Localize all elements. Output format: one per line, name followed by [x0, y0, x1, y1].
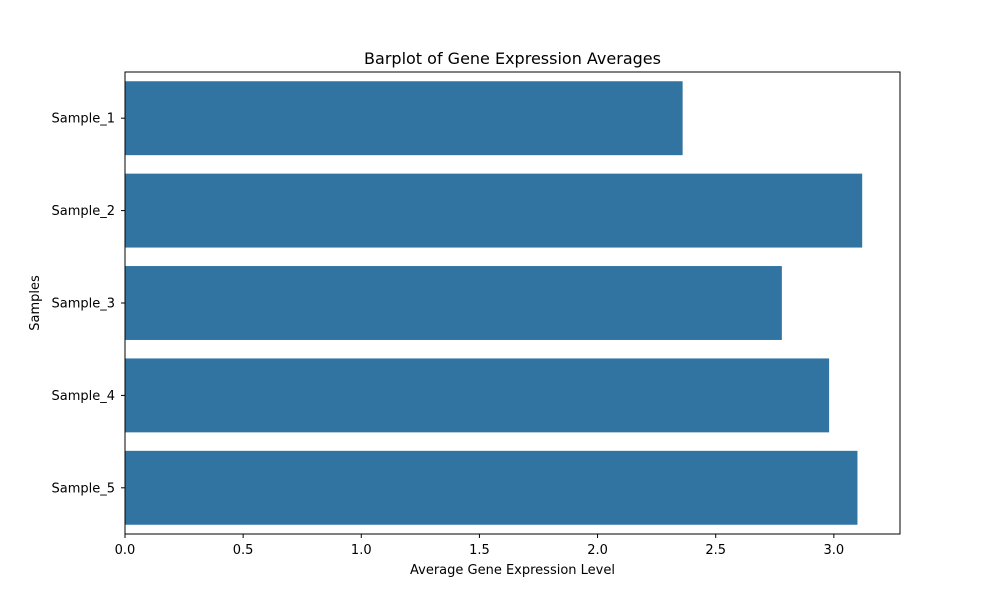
y-tick-label: Sample_1 [51, 112, 115, 127]
x-tick-label: 2.0 [587, 543, 608, 558]
y-tick-label: Sample_4 [51, 389, 115, 404]
bars-group [125, 81, 863, 525]
y-tick-label: Sample_3 [51, 297, 115, 312]
x-axis-ticks: 0.0 0.5 1.0 1.5 2.0 2.5 3.0 [115, 534, 844, 558]
x-tick-label: 3.0 [823, 543, 844, 558]
y-axis-label: Samples [28, 275, 43, 331]
chart-title: Barplot of Gene Expression Averages [364, 49, 661, 68]
x-tick-label: 1.0 [351, 543, 372, 558]
x-tick-label: 0.5 [233, 543, 254, 558]
y-tick-label: Sample_2 [51, 204, 115, 219]
bar-sample-3 [125, 266, 782, 340]
x-tick-label: 0.0 [115, 543, 136, 558]
y-tick-label: Sample_5 [51, 481, 115, 496]
y-axis-ticks: Sample_1 Sample_2 Sample_3 Sample_4 Sample_5 [51, 112, 125, 496]
x-axis-label: Average Gene Expression Level [410, 563, 615, 578]
bar-sample-2 [125, 173, 863, 248]
x-tick-label: 1.5 [469, 543, 490, 558]
bar-sample-5 [125, 450, 858, 525]
x-tick-label: 2.5 [705, 543, 726, 558]
bar-sample-1 [125, 81, 683, 156]
bar-sample-4 [125, 358, 830, 433]
